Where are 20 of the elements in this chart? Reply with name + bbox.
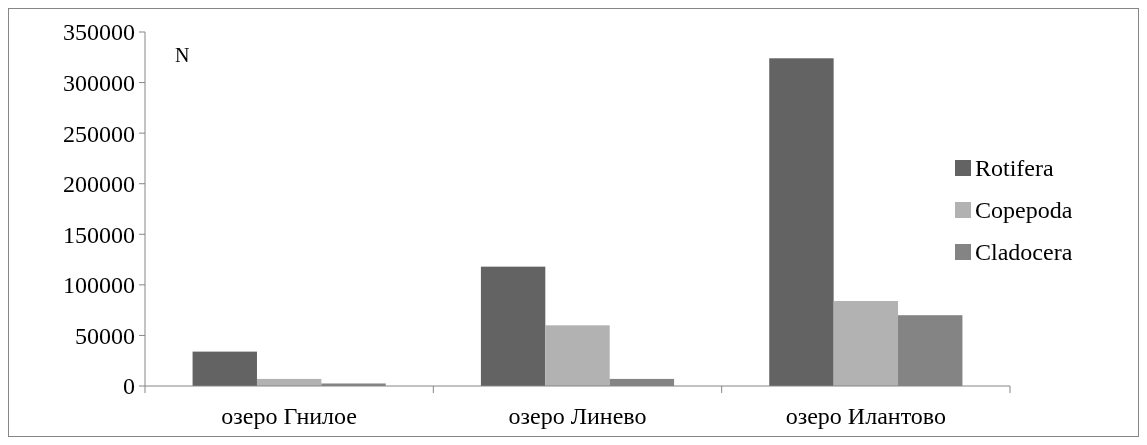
bar [192, 351, 257, 386]
x-tick-label: озеро Гнилое [221, 403, 358, 429]
bar [833, 301, 899, 386]
y-tick-label: 50000 [75, 322, 135, 349]
legend-label: Rotifera [975, 155, 1054, 182]
x-tick-label: озеро Илантово [785, 403, 946, 429]
bar [480, 266, 546, 386]
y-tick-label: 300000 [63, 69, 135, 96]
y-tick-label: 0 [123, 373, 135, 400]
y-tick-label: 200000 [63, 171, 135, 198]
y-tick-label: 150000 [63, 221, 135, 248]
bar [545, 325, 610, 386]
y-tick-label: 250000 [63, 120, 135, 147]
y-axis-title: N [175, 44, 190, 66]
y-tick-label: 100000 [63, 272, 135, 299]
x-tick-label: озеро Линево [508, 403, 647, 429]
legend-label: Copepoda [975, 197, 1073, 224]
bar [769, 58, 834, 386]
y-tick-label: 350000 [63, 19, 135, 46]
legend-label: Cladocera [975, 239, 1073, 266]
